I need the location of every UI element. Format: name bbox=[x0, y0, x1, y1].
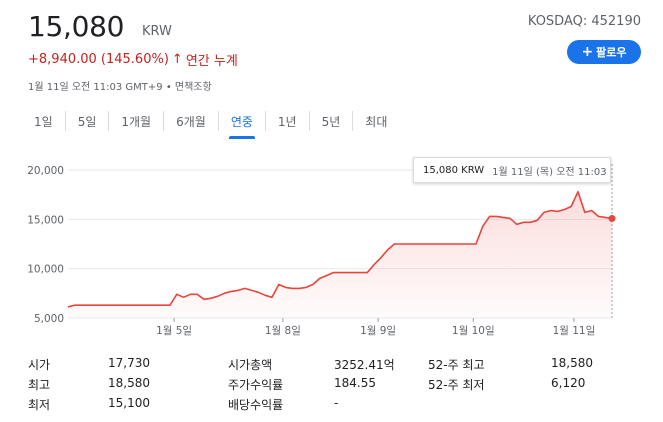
tooltip-date: 1월 11일 (목) 오전 11:03 bbox=[492, 166, 607, 178]
stat-value-52w-high: 18,580 bbox=[551, 356, 593, 370]
stat-value-div-yield: - bbox=[334, 396, 339, 410]
timestamp-disclaimer[interactable]: 1월 11일 오전 11:03 GMT+9 • 면책조항 bbox=[28, 82, 212, 93]
tab-divider bbox=[163, 111, 165, 131]
tab-label: 1개월 bbox=[121, 114, 152, 129]
tab-divider bbox=[308, 111, 310, 131]
price-change-value: +8,940.00 (145.60%) bbox=[28, 52, 169, 67]
stat-label-52w-high: 52-주 최고 bbox=[428, 358, 485, 372]
x-tick-label: 1월 5일 bbox=[156, 324, 192, 337]
price-chart[interactable]: 20,000 15,000 10,000 5,000 1월 5일 1월 8일 1월 9일 1월… bbox=[0, 150, 663, 340]
follow-button[interactable]: + 팔로우 bbox=[567, 40, 641, 64]
time-range-tabs: 1일 5일 1개월 6개월 연중 1년 5년 최대 bbox=[22, 106, 399, 139]
y-tick-label: 20,000 bbox=[27, 165, 64, 177]
stat-label-52w-low: 52-주 최저 bbox=[428, 378, 485, 392]
tab-5y[interactable]: 5년 bbox=[310, 108, 353, 134]
stat-label-mkt-cap: 시가총액 bbox=[228, 358, 273, 372]
stat-value-pe-ratio: 184.55 bbox=[334, 376, 376, 390]
tab-divider bbox=[264, 111, 266, 131]
tab-divider bbox=[217, 111, 219, 131]
currency-label: KRW bbox=[142, 24, 172, 39]
tab-1y[interactable]: 1년 bbox=[266, 108, 309, 134]
price-line bbox=[67, 190, 613, 308]
stat-label-div-yield: 배당수익률 bbox=[228, 398, 284, 412]
price-chart-svg[interactable]: 20,000 15,000 10,000 5,000 1월 5일 1월 8일 1월 9일 1월… bbox=[0, 150, 663, 340]
stat-label-low: 최저 bbox=[28, 398, 51, 412]
y-tick-label: 10,000 bbox=[27, 264, 64, 276]
plus-icon: + bbox=[581, 44, 594, 60]
tab-label: 연중 bbox=[230, 114, 253, 129]
stat-value-52w-low: 6,120 bbox=[551, 376, 586, 390]
tab-ytd[interactable]: 연중 bbox=[219, 108, 265, 139]
tooltip-price: 15,080 KRW bbox=[423, 164, 485, 176]
x-tick-label: 1월 11일 bbox=[553, 324, 596, 337]
chart-tooltip: 15,080 KRW 1월 11일 (목) 오전 11:03 bbox=[413, 157, 611, 183]
tab-divider bbox=[108, 111, 110, 131]
y-tick-label: 5,000 bbox=[34, 313, 64, 325]
tab-5d[interactable]: 5일 bbox=[66, 108, 109, 134]
follow-label: 팔로우 bbox=[596, 46, 627, 59]
stat-value-high: 18,580 bbox=[108, 376, 150, 390]
stat-value-low: 15,100 bbox=[108, 396, 150, 410]
tab-6m[interactable]: 6개월 bbox=[164, 108, 218, 134]
x-tick-label: 1월 10일 bbox=[452, 324, 495, 337]
stat-value-open: 17,730 bbox=[108, 356, 150, 370]
tab-label: 6개월 bbox=[176, 114, 206, 129]
stock-price: 15,080 bbox=[28, 10, 125, 43]
x-tick-label: 1월 8일 bbox=[265, 324, 301, 337]
stat-label-high: 최고 bbox=[28, 378, 51, 392]
arrow-up-icon: ↑ bbox=[171, 52, 183, 67]
tab-divider bbox=[64, 111, 66, 131]
tab-divider bbox=[352, 111, 354, 131]
change-period-label: 연간 누계 bbox=[185, 54, 238, 69]
current-price-dot bbox=[608, 215, 616, 223]
tab-max[interactable]: 최대 bbox=[353, 108, 399, 134]
tab-label: 1일 bbox=[34, 114, 53, 129]
exchange-ticker: KOSDAQ: 452190 bbox=[527, 14, 641, 29]
price-area-fill bbox=[68, 191, 612, 318]
tab-1d[interactable]: 1일 bbox=[22, 108, 65, 134]
stat-value-mkt-cap: 3252.41억 bbox=[334, 358, 395, 372]
y-tick-label: 15,000 bbox=[27, 214, 64, 226]
stat-label-pe-ratio: 주가수익률 bbox=[228, 378, 284, 392]
tab-label: 5일 bbox=[77, 114, 97, 129]
tab-label: 최대 bbox=[365, 114, 388, 129]
price-change-row: +8,940.00 (145.60%) ↑ 연간 누계 bbox=[28, 50, 238, 69]
x-tick-label: 1월 9일 bbox=[360, 324, 396, 337]
stat-label-open: 시가 bbox=[28, 358, 51, 372]
tab-1m[interactable]: 1개월 bbox=[109, 108, 163, 134]
tab-label: 1년 bbox=[277, 114, 297, 129]
tab-label: 5년 bbox=[321, 114, 341, 129]
